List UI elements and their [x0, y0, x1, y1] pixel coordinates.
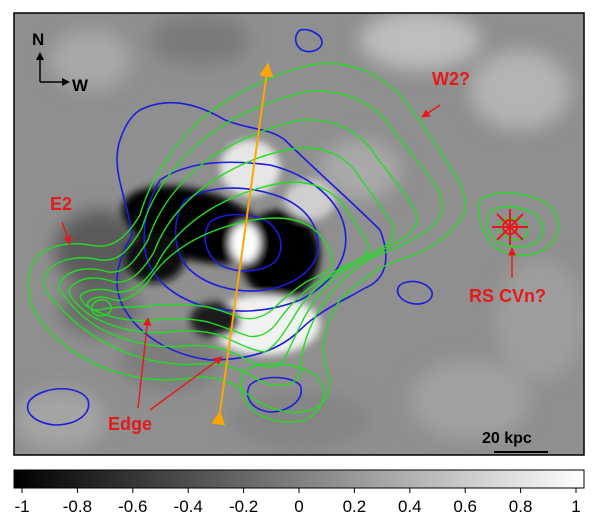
- label-w2: W2?: [432, 69, 470, 89]
- annotation-arrows: [61, 104, 517, 411]
- colorbar-tick-label: 0.4: [398, 497, 422, 516]
- colorbar-tick-label: -0.4: [174, 497, 203, 516]
- colorbar: -1 -0.8 -0.6 -0.4 -0.2 0 0.2 0.4 0.6 0.8 1: [13, 469, 585, 516]
- compass-north-label: N: [32, 30, 44, 49]
- rs-cvn-star-marker: [492, 209, 528, 245]
- slice-line: [211, 62, 274, 426]
- colorbar-tick-label: -0.2: [229, 497, 258, 516]
- image-frame: [13, 12, 585, 456]
- label-e2: E2: [50, 194, 72, 214]
- compass-west-label: W: [72, 76, 89, 95]
- label-edge: Edge: [108, 414, 152, 434]
- colorbar-tick-label: -0.6: [118, 497, 147, 516]
- colorbar-tick-label: 1: [571, 497, 580, 516]
- green-contours: [27, 62, 560, 423]
- colorbar-tick-label: -0.8: [63, 497, 92, 516]
- colorbar-tick-label: 0.2: [343, 497, 367, 516]
- colorbar-tick-label: 0.8: [509, 497, 533, 516]
- compass: N W: [32, 30, 89, 95]
- label-rs-cvn: RS CVn?: [469, 286, 546, 306]
- scale-bar: 20 kpc: [482, 430, 548, 453]
- colorbar-ticks: -1 -0.8 -0.6 -0.4 -0.2 0 0.2 0.4 0.6 0.8 1: [14, 488, 581, 516]
- colorbar-gradient: [13, 469, 585, 489]
- colorbar-tick-label: -1: [14, 497, 29, 516]
- scale-bar-label: 20 kpc: [482, 430, 532, 447]
- colorbar-tick-label: 0: [294, 497, 303, 516]
- residual-map: [14, 13, 584, 455]
- colorbar-tick-label: 0.6: [453, 497, 477, 516]
